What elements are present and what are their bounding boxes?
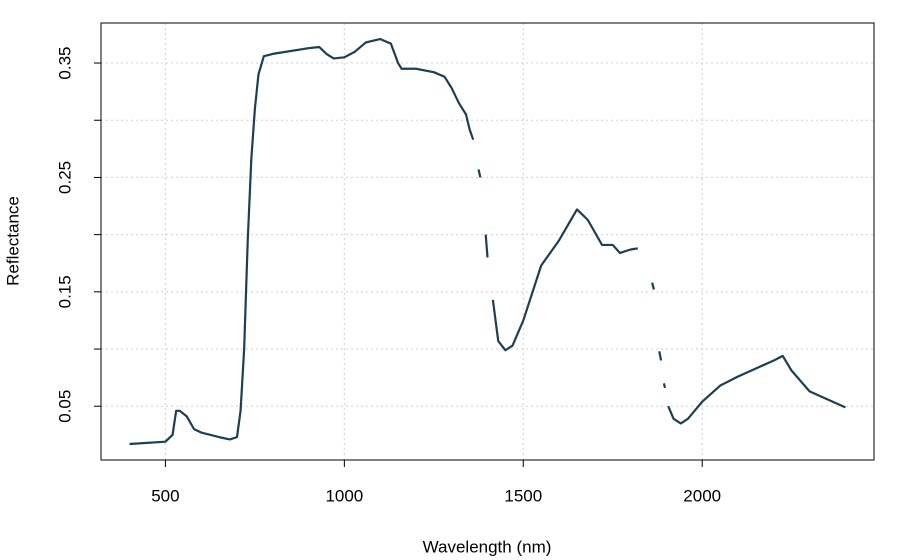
y-tick-label: 0.25 [55,161,74,194]
grid [101,23,874,460]
x-tick-label: 500 [151,486,179,505]
x-tick-label: 1500 [504,486,542,505]
plot-frame [100,22,875,461]
y-tick-label: 0.05 [55,390,74,423]
data-line [129,37,846,446]
y-tick-label: 0.35 [55,46,74,79]
x-axis-title: Wavelength (nm) [423,537,552,556]
x-tick-label: 2000 [683,486,721,505]
x-tick-label: 1000 [325,486,363,505]
y-axis-title: Reflectance [3,196,22,286]
y-tick-label: 0.15 [55,275,74,308]
